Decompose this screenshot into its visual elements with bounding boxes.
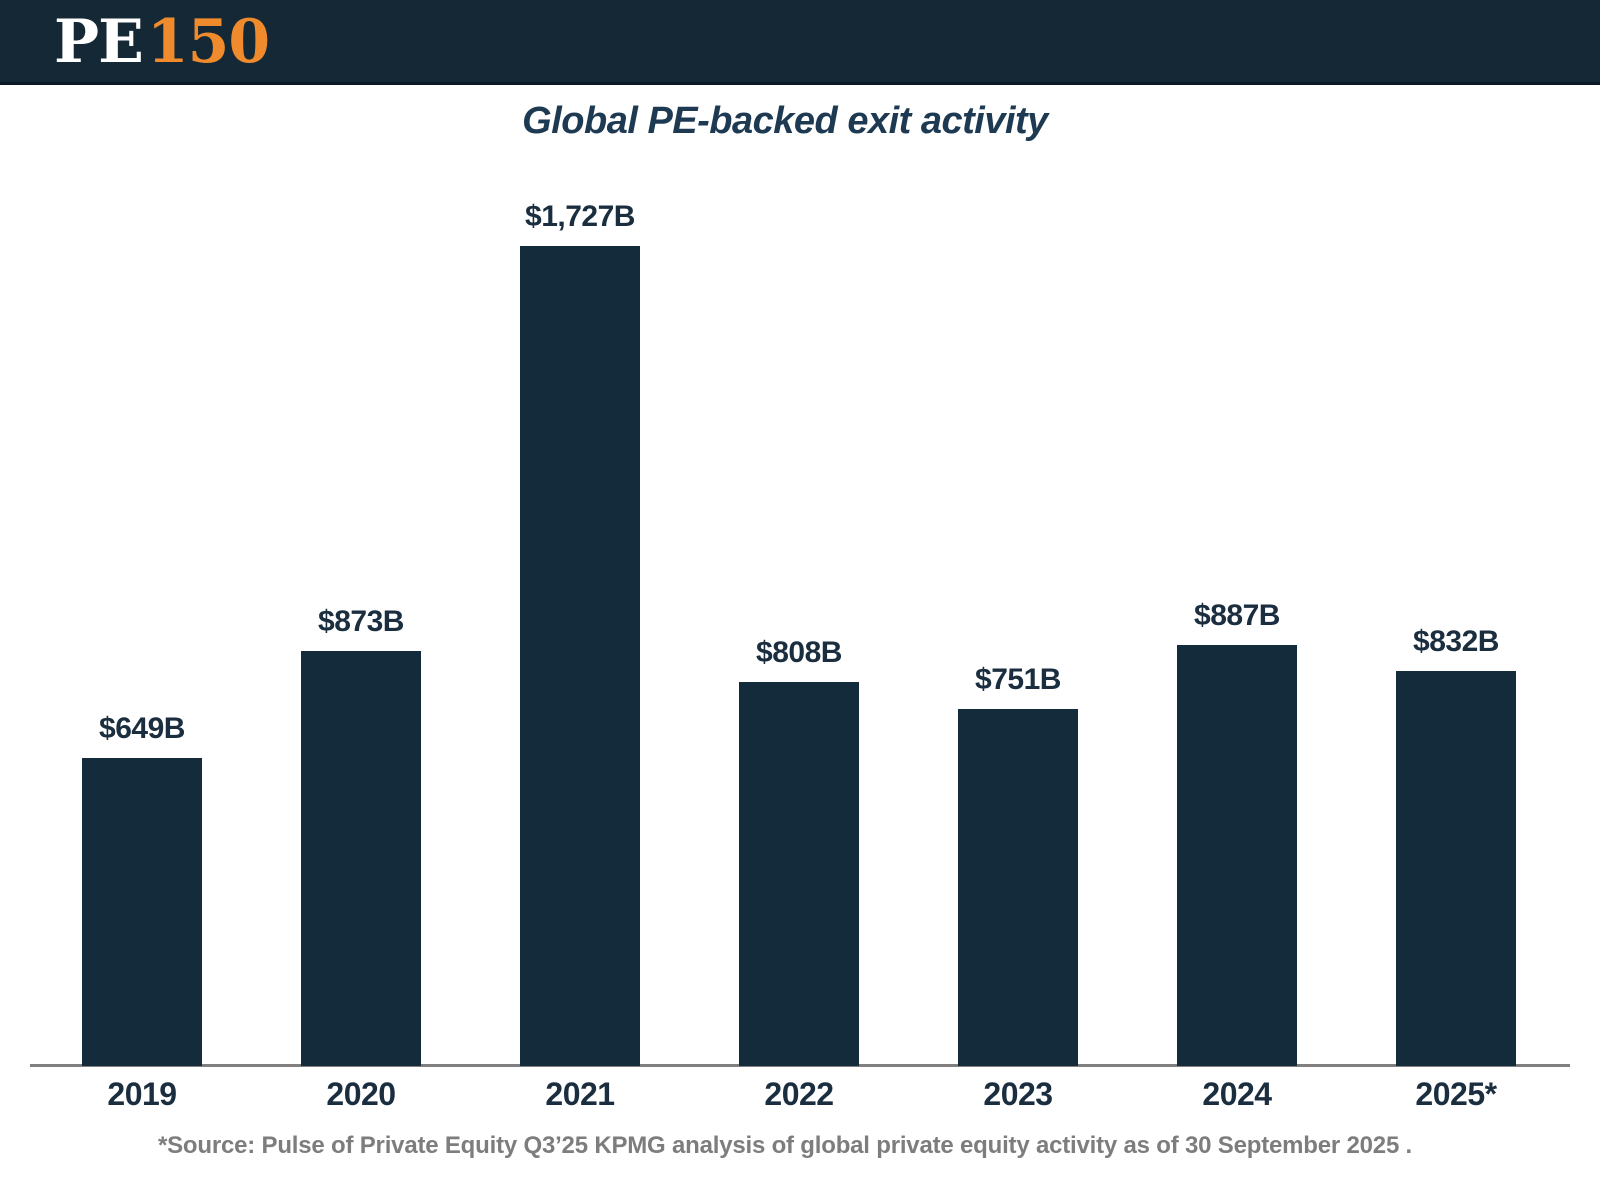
logo-text-150: 150: [146, 7, 270, 77]
bar-2023: [958, 709, 1078, 1066]
bar-2020: [301, 651, 421, 1066]
bar-2019: [82, 758, 202, 1066]
bar-2021: [520, 246, 640, 1066]
bar-value-label: $1,727B: [525, 200, 635, 233]
pe150-logo: PE150: [54, 6, 270, 78]
bar-value-label: $873B: [318, 605, 404, 638]
brand-header: PE150: [0, 0, 1600, 85]
x-axis-label: 2019: [107, 1076, 177, 1112]
bar-2024: [1177, 645, 1297, 1066]
bar-value-label: $751B: [975, 663, 1061, 696]
x-axis-label: 2024: [1202, 1076, 1272, 1112]
bar-value-label: $887B: [1194, 599, 1280, 632]
bar-value-label: $832B: [1413, 625, 1499, 658]
x-axis-label: 2022: [764, 1076, 834, 1112]
x-axis-label: 2020: [326, 1076, 396, 1112]
chart-title: Global PE-backed exit activity: [522, 100, 1048, 142]
logo-text-pe: PE: [54, 7, 144, 77]
x-axis-label: 2023: [983, 1076, 1053, 1112]
bar-2025*: [1396, 671, 1516, 1066]
source-note: *Source: Pulse of Private Equity Q3’25 K…: [157, 1132, 1413, 1159]
bar-value-label: $808B: [756, 636, 842, 669]
bar-2022: [739, 682, 859, 1066]
bar-value-label: $649B: [99, 712, 185, 745]
x-axis-label: 2021: [545, 1076, 615, 1112]
x-axis-label: 2025*: [1415, 1076, 1497, 1112]
